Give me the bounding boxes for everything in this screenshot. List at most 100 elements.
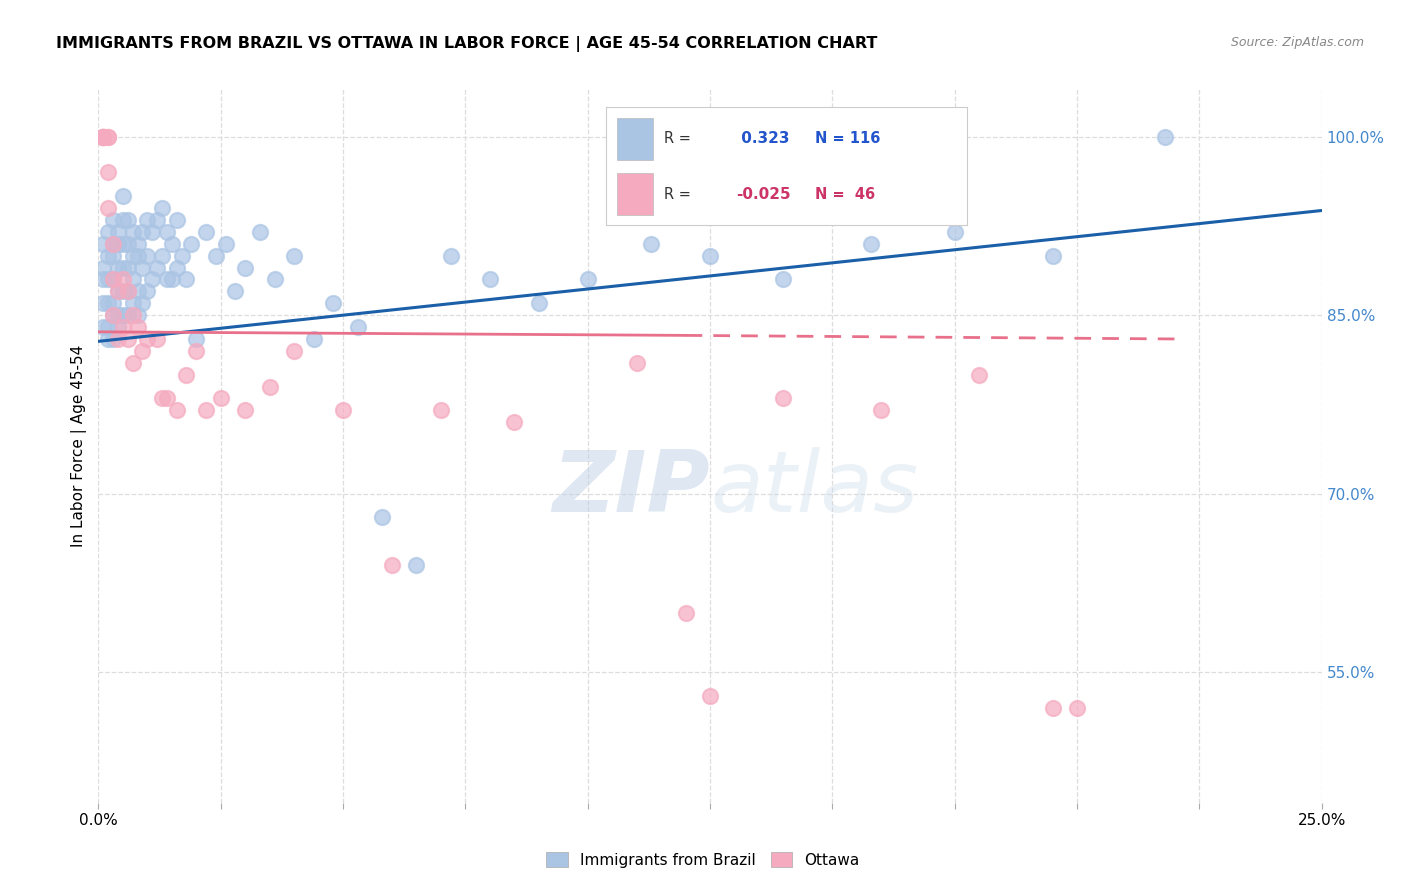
Point (91, 236, 114, 251)
Point (101, 308, 124, 322)
Point (131, 225, 153, 239)
Point (1042, 249, 1064, 263)
Point (101, 308, 124, 322)
Point (160, 236, 183, 251)
Point (117, 285, 139, 299)
Point (111, 236, 134, 251)
Point (97, 129, 120, 144)
Point (97, 272, 120, 286)
Point (860, 236, 883, 251)
Point (107, 236, 129, 251)
Point (91, 296, 114, 310)
Point (117, 308, 139, 322)
Point (1066, 700, 1088, 714)
Point (127, 308, 149, 322)
Point (156, 225, 179, 239)
Point (121, 272, 143, 286)
Point (111, 272, 134, 286)
Point (146, 260, 169, 275)
Point (160, 272, 183, 286)
Point (91, 129, 114, 144)
Point (111, 189, 134, 203)
Point (186, 343, 208, 358)
Point (97, 165, 120, 179)
Point (91, 129, 114, 144)
Point (195, 225, 218, 239)
Point (127, 285, 149, 299)
Point (166, 213, 188, 227)
Legend: Immigrants from Brazil, Ottawa: Immigrants from Brazil, Ottawa (538, 845, 868, 875)
Point (117, 332, 139, 346)
Point (107, 332, 129, 346)
Point (576, 272, 599, 286)
Point (117, 260, 139, 275)
Point (263, 272, 285, 286)
Point (97, 225, 120, 239)
Point (371, 510, 394, 524)
Point (527, 296, 550, 310)
Text: atlas: atlas (710, 447, 918, 531)
Point (150, 249, 173, 263)
Point (176, 368, 198, 382)
Point (224, 285, 246, 299)
Point (186, 332, 208, 346)
Point (136, 332, 159, 346)
Point (967, 368, 990, 382)
Point (626, 356, 648, 370)
Point (101, 272, 124, 286)
Point (156, 392, 179, 406)
Point (131, 260, 153, 275)
Point (127, 320, 149, 334)
Point (101, 213, 124, 227)
Point (91, 129, 114, 144)
Point (127, 249, 149, 263)
Point (111, 285, 134, 299)
Point (101, 296, 124, 310)
Point (180, 236, 202, 251)
Point (91, 129, 114, 144)
Point (131, 343, 153, 358)
Point (121, 356, 143, 370)
Point (97, 249, 120, 263)
Point (166, 260, 188, 275)
Text: Source: ZipAtlas.com: Source: ZipAtlas.com (1230, 36, 1364, 49)
Point (91, 260, 114, 275)
Point (166, 403, 188, 417)
Point (699, 689, 721, 703)
Point (121, 296, 143, 310)
Point (97, 129, 120, 144)
Point (205, 249, 228, 263)
Point (127, 236, 149, 251)
Point (943, 225, 966, 239)
Point (870, 403, 893, 417)
Point (346, 320, 368, 334)
Point (101, 272, 124, 286)
Point (772, 392, 794, 406)
Text: ZIP: ZIP (553, 447, 710, 531)
Point (121, 225, 143, 239)
Point (1154, 129, 1177, 144)
Point (640, 236, 662, 251)
Point (107, 285, 129, 299)
Point (111, 308, 134, 322)
Point (283, 249, 305, 263)
Point (146, 213, 169, 227)
Point (233, 403, 256, 417)
Point (117, 285, 139, 299)
Point (283, 343, 305, 358)
Point (405, 558, 427, 572)
Point (332, 403, 354, 417)
Y-axis label: In Labor Force | Age 45-54: In Labor Force | Age 45-54 (72, 345, 87, 547)
Point (503, 415, 526, 429)
Point (91, 272, 114, 286)
Point (146, 332, 169, 346)
Point (97, 320, 120, 334)
Point (91, 320, 114, 334)
Point (141, 225, 163, 239)
Point (107, 285, 129, 299)
Point (136, 249, 159, 263)
Point (107, 308, 129, 322)
Point (478, 272, 501, 286)
Point (111, 260, 134, 275)
Point (107, 320, 129, 334)
